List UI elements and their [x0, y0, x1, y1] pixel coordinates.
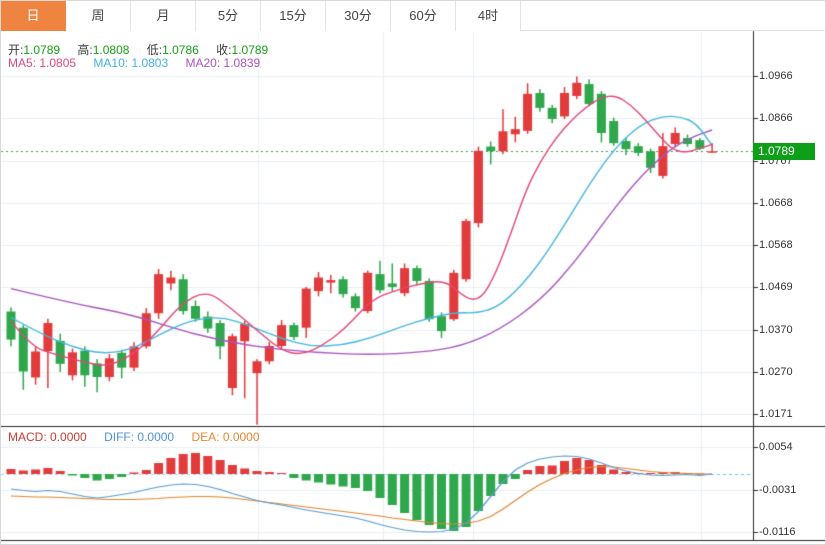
macd-readout: MACD: 0.0000 DIFF: 0.0000 DEA: 0.0000 — [8, 430, 274, 444]
close-readout: 收:1.0789 — [216, 43, 269, 57]
macd-value-readout: MACD: 0.0000 — [8, 430, 87, 444]
ma10-readout: MA10: 1.0803 — [93, 56, 169, 70]
y-axis-label: 1.0370 — [759, 323, 793, 336]
tab-day[interactable]: 日 — [1, 1, 66, 31]
high-readout: 高:1.0808 — [77, 43, 130, 57]
ohlc-readout: 开:1.0789 高:1.0808 低:1.0786 收:1.0789 — [8, 41, 282, 58]
y-axis-label: 1.0966 — [759, 70, 793, 82]
tab-30min[interactable]: 30分 — [326, 1, 391, 31]
current-price-tag: 1.0789 — [753, 143, 815, 160]
low-readout: 低:1.0786 — [146, 43, 199, 57]
y-axis-label: 1.0866 — [759, 112, 793, 125]
tab-60min[interactable]: 60分 — [391, 1, 456, 31]
tab-week[interactable]: 周 — [66, 1, 131, 31]
macd-axis-label: -0.0031 — [759, 483, 797, 496]
macd-axis-label: -0.0116 — [759, 526, 796, 538]
macd-axis-label: 0.0054 — [759, 441, 793, 453]
y-axis-label: 1.0270 — [759, 365, 793, 378]
open-readout: 开:1.0789 — [8, 43, 61, 57]
ma5-readout: MA5: 1.0805 — [8, 56, 77, 70]
ma-readout: MA5: 1.0805 MA10: 1.0803 MA20: 1.0839 — [8, 56, 274, 70]
tab-4hour[interactable]: 4时 — [456, 1, 521, 31]
tab-month[interactable]: 月 — [131, 1, 196, 31]
tab-5min[interactable]: 5分 — [196, 1, 261, 31]
y-axis-label: 1.0668 — [759, 196, 793, 209]
y-axis-label: 1.0568 — [759, 239, 793, 251]
y-axis-label: 1.0171 — [759, 408, 793, 420]
tab-15min[interactable]: 15分 — [261, 1, 326, 31]
interval-tabbar: 日 周 月 5分 15分 30分 60分 4时 — [1, 1, 825, 31]
ma20-readout: MA20: 1.0839 — [185, 56, 261, 70]
diff-value-readout: DIFF: 0.0000 — [104, 430, 175, 444]
dea-value-readout: DEA: 0.0000 — [191, 430, 260, 444]
y-axis-label: 1.0469 — [759, 281, 793, 294]
